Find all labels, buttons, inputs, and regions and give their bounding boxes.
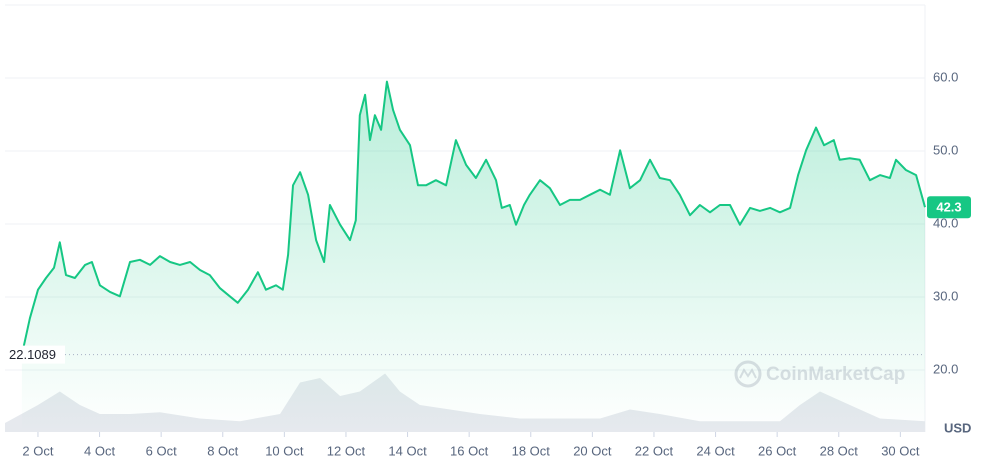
price-area <box>21 81 925 432</box>
x-tick-label: 18 Oct <box>512 443 551 458</box>
y-tick-label: 30.0 <box>933 288 958 303</box>
reference-badge <box>5 345 65 364</box>
x-tick-label: 16 Oct <box>450 443 489 458</box>
x-tick-label: 10 Oct <box>265 443 304 458</box>
y-tick-label: 40.0 <box>933 215 958 230</box>
x-tick-label: 6 Oct <box>146 443 177 458</box>
y-tick-label: 50.0 <box>933 142 958 157</box>
watermark: CoinMarketCap <box>734 360 905 388</box>
x-tick-label: 12 Oct <box>327 443 366 458</box>
x-tick-label: 28 Oct <box>820 443 859 458</box>
x-tick-label: 24 Oct <box>696 443 735 458</box>
x-tick-label: 22 Oct <box>635 443 674 458</box>
x-tick-label: 26 Oct <box>758 443 797 458</box>
reference-label: 22.1089 <box>9 347 56 362</box>
x-tick-label: 8 Oct <box>207 443 238 458</box>
currency-label: USD <box>944 420 971 435</box>
y-tick-label: 20.0 <box>933 361 958 376</box>
x-tick-label: 20 Oct <box>573 443 612 458</box>
price-line <box>20 80 926 355</box>
price-badge <box>927 196 971 219</box>
x-tick-label: 2 Oct <box>22 443 53 458</box>
price-badge-label: 42.3 <box>936 200 961 215</box>
x-tick-label: 4 Oct <box>84 443 115 458</box>
watermark-text: CoinMarketCap <box>766 364 905 385</box>
x-tick-label: 14 Oct <box>388 443 427 458</box>
y-tick-label: 60.0 <box>933 69 958 84</box>
x-tick-label: 30 Oct <box>881 443 920 458</box>
